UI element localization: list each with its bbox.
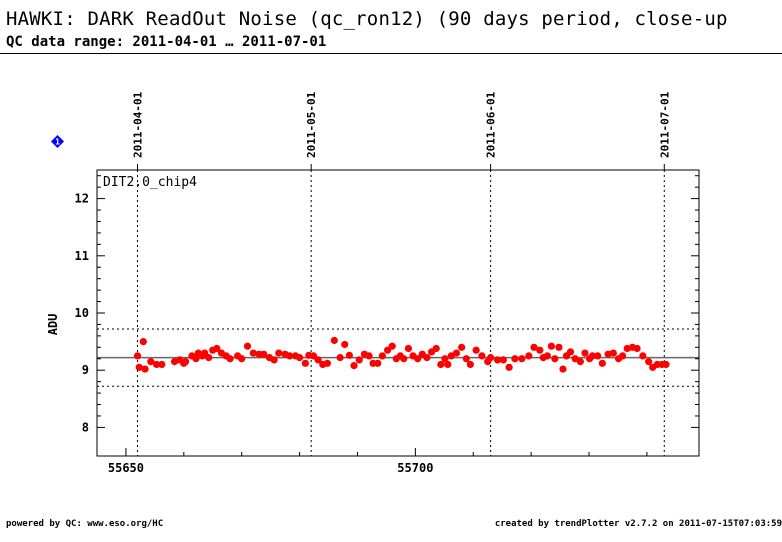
data-point xyxy=(555,343,563,351)
y-tick-label: 10 xyxy=(75,306,89,320)
header-divider xyxy=(0,53,782,54)
data-point xyxy=(505,363,513,371)
data-point xyxy=(139,338,147,346)
data-point xyxy=(437,360,445,369)
marker-diamond xyxy=(51,135,64,148)
data-point xyxy=(536,346,544,354)
data-point xyxy=(404,344,413,353)
data-point xyxy=(374,359,382,367)
data-point xyxy=(323,359,331,367)
data-point xyxy=(423,354,431,362)
data-point xyxy=(355,356,363,364)
data-point xyxy=(260,350,268,358)
page-title: HAWKI: DARK ReadOut Noise (qc_ron12) (90… xyxy=(6,8,728,30)
data-point xyxy=(135,363,143,371)
data-point xyxy=(609,349,617,357)
data-point xyxy=(633,344,641,353)
data-point xyxy=(543,352,551,360)
y-tick-label: 11 xyxy=(75,249,89,263)
panel-label: DIT2.0_chip4 xyxy=(103,175,197,190)
data-point xyxy=(249,349,257,357)
data-point xyxy=(551,355,559,363)
data-point xyxy=(432,344,440,353)
data-point xyxy=(345,351,353,359)
data-point xyxy=(192,355,200,363)
data-point xyxy=(588,352,597,360)
data-point xyxy=(205,354,213,362)
data-point xyxy=(336,354,344,362)
footer-powered-by: powered by QC: www.eso.org/HC xyxy=(6,519,164,529)
data-point xyxy=(400,355,408,363)
data-point xyxy=(458,343,466,351)
date-tick-label: 2011-04-01 xyxy=(132,91,145,158)
data-point xyxy=(388,342,396,350)
data-point xyxy=(350,362,358,370)
qc-data-range: QC data range: 2011-04-01 … 2011-07-01 xyxy=(6,34,327,50)
data-point xyxy=(662,360,670,369)
data-point xyxy=(147,358,155,366)
data-point xyxy=(493,356,502,364)
data-point xyxy=(547,342,555,350)
data-point xyxy=(499,356,507,364)
y-axis-label: ADU xyxy=(46,314,60,336)
data-point xyxy=(153,360,161,369)
data-point xyxy=(378,352,386,360)
data-point xyxy=(576,358,584,366)
date-tick-label: 2011-07-01 xyxy=(658,91,671,158)
footer-created-by: created by trendPlotter v2.7.2 on 2011-0… xyxy=(494,519,782,529)
y-tick-label: 8 xyxy=(82,420,89,434)
data-point xyxy=(141,365,149,373)
data-point xyxy=(478,352,486,360)
data-point xyxy=(330,336,338,345)
data-point xyxy=(270,356,278,364)
data-point xyxy=(226,355,234,363)
data-point xyxy=(518,355,526,363)
data-point xyxy=(639,352,647,360)
data-point xyxy=(238,355,246,363)
data-point xyxy=(581,349,589,357)
data-point xyxy=(243,342,252,350)
data-point xyxy=(314,356,322,364)
data-point xyxy=(301,359,309,367)
y-tick-label: 12 xyxy=(75,192,89,206)
data-point xyxy=(466,360,474,369)
data-point xyxy=(414,355,422,363)
data-point xyxy=(559,365,567,373)
data-point xyxy=(594,352,602,360)
date-tick-label: 2011-06-01 xyxy=(485,91,498,158)
data-point xyxy=(444,360,452,369)
data-point xyxy=(441,355,449,363)
data-point xyxy=(530,343,538,351)
diamond-marker-icon[interactable]: 1 xyxy=(51,135,64,148)
data-point xyxy=(487,354,495,362)
data-point xyxy=(472,346,480,354)
marker-label: 1 xyxy=(55,138,60,147)
plot-frame xyxy=(96,169,700,457)
y-tick-label: 9 xyxy=(82,363,89,377)
data-point xyxy=(365,352,373,360)
data-point xyxy=(341,340,349,349)
data-point xyxy=(645,358,653,366)
data-point xyxy=(525,352,533,360)
x-tick-label: 55700 xyxy=(397,461,433,475)
data-point xyxy=(462,355,470,363)
data-point xyxy=(181,358,190,366)
data-point xyxy=(295,354,304,362)
data-point xyxy=(275,349,283,357)
data-point xyxy=(566,348,575,356)
data-point xyxy=(452,349,461,357)
data-point xyxy=(213,344,221,353)
data-point xyxy=(618,352,627,360)
data-point xyxy=(511,355,519,363)
data-point xyxy=(158,360,166,369)
data-point xyxy=(133,352,142,360)
data-point xyxy=(598,359,606,367)
x-tick-label: 55650 xyxy=(108,461,144,475)
date-tick-label: 2011-05-01 xyxy=(305,91,318,158)
data-point xyxy=(286,352,294,360)
